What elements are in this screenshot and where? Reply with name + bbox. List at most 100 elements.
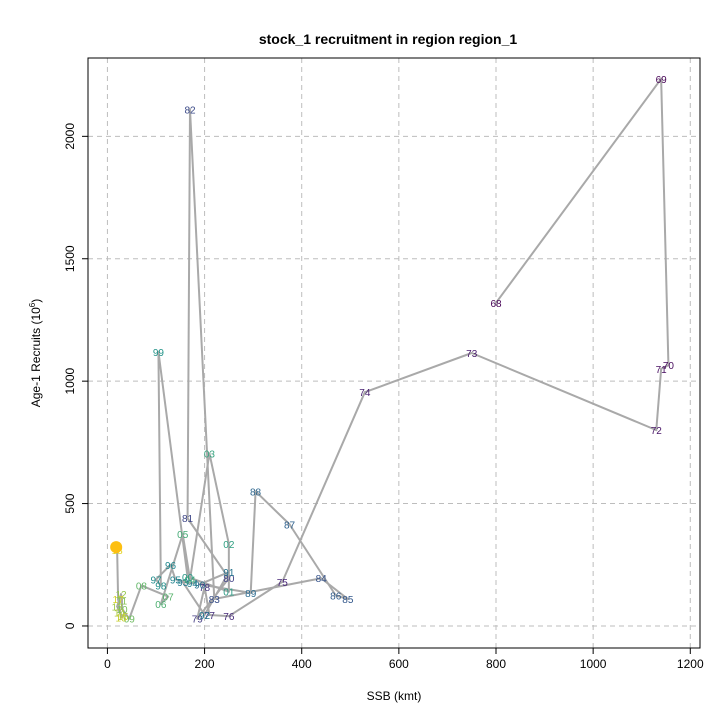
x-tick-label: 400 bbox=[292, 657, 312, 671]
point-label: 89 bbox=[245, 589, 257, 600]
series-segment bbox=[155, 563, 172, 581]
point-label: 68 bbox=[490, 299, 502, 310]
series-segment bbox=[159, 533, 184, 605]
point-label: 94 bbox=[187, 579, 199, 590]
point-label: 86 bbox=[330, 591, 342, 602]
point-label: 84 bbox=[316, 574, 328, 585]
series-path bbox=[116, 77, 670, 620]
series-segment bbox=[117, 598, 123, 619]
series-segment bbox=[140, 584, 170, 598]
x-tick-label: 0 bbox=[104, 657, 111, 671]
series-segment bbox=[128, 584, 143, 620]
series-segment bbox=[203, 585, 211, 616]
point-label: 93 bbox=[177, 578, 189, 589]
point-label: 73 bbox=[466, 349, 478, 360]
y-tick-label: 500 bbox=[63, 493, 77, 513]
y-tick-label: 2000 bbox=[63, 123, 77, 150]
series-segment bbox=[181, 580, 206, 616]
series-segment bbox=[660, 364, 670, 370]
series-segment bbox=[159, 595, 170, 605]
point-label: 17 bbox=[113, 595, 125, 606]
point-label: 03 bbox=[204, 449, 216, 460]
last-point-marker bbox=[110, 541, 123, 554]
x-tick-label: 1000 bbox=[580, 657, 607, 671]
point-label: 69 bbox=[656, 75, 668, 86]
x-tick-label: 1200 bbox=[677, 657, 704, 671]
point-label: 74 bbox=[359, 388, 371, 399]
point-label: 07 bbox=[163, 593, 175, 604]
point-label: 88 bbox=[250, 487, 262, 498]
point-label: 91 bbox=[223, 568, 235, 579]
point-label: 05 bbox=[177, 530, 189, 541]
point-label: 76 bbox=[223, 612, 235, 623]
series-segment bbox=[189, 452, 211, 581]
series-segment bbox=[116, 549, 120, 601]
point-label: 00 bbox=[182, 573, 194, 584]
y-tick-label: 1000 bbox=[63, 367, 77, 394]
point-label: 95 bbox=[170, 575, 182, 586]
series-segment bbox=[157, 350, 162, 587]
point-label: 70 bbox=[663, 361, 675, 372]
point-label: 97 bbox=[150, 575, 162, 586]
y-axis: 0 500 1000 1500 2000 bbox=[63, 123, 89, 629]
point-label: 83 bbox=[209, 595, 221, 606]
series-segment bbox=[655, 367, 663, 432]
series-segment bbox=[189, 108, 216, 601]
y-axis-label-close: ) bbox=[29, 299, 43, 303]
series-segment bbox=[203, 571, 230, 616]
point-label: 09 bbox=[124, 615, 136, 626]
series-segment bbox=[495, 77, 663, 304]
series-segment bbox=[196, 585, 206, 620]
x-axis-label: SSB (kmt) bbox=[367, 689, 422, 703]
series-segment bbox=[174, 578, 194, 585]
point-label: 90 bbox=[194, 580, 206, 591]
point-label: 77 bbox=[204, 611, 216, 622]
series-segment bbox=[186, 108, 191, 520]
point-label: 13 bbox=[112, 602, 124, 613]
series-segment bbox=[213, 577, 323, 601]
series-segment bbox=[363, 352, 473, 394]
series-segment bbox=[198, 583, 252, 594]
series-segment bbox=[208, 452, 230, 545]
point-label: 11 bbox=[117, 596, 128, 607]
point-label: 98 bbox=[155, 582, 167, 593]
point-label: 15 bbox=[117, 612, 129, 623]
series-segment bbox=[320, 577, 349, 601]
series-segment bbox=[288, 523, 337, 597]
x-tick-label: 600 bbox=[389, 657, 409, 671]
series-segment bbox=[470, 352, 658, 432]
series-segment bbox=[181, 533, 191, 581]
series-segment bbox=[254, 490, 291, 526]
series-segment bbox=[186, 576, 230, 593]
point-label: 08 bbox=[136, 582, 148, 593]
series-segment bbox=[249, 490, 257, 594]
point-label: 12 bbox=[115, 590, 127, 601]
point-label: 06 bbox=[155, 600, 167, 611]
point-label: 99 bbox=[153, 348, 165, 359]
point-label: 16 bbox=[115, 613, 127, 624]
y-axis-label-superscript: 6 bbox=[28, 302, 37, 307]
point-label: 92 bbox=[199, 611, 211, 622]
x-tick-label: 800 bbox=[486, 657, 506, 671]
series-segment bbox=[186, 517, 230, 580]
y-tick-label: 0 bbox=[63, 622, 77, 629]
point-label: 01 bbox=[223, 588, 235, 599]
point-label: 96 bbox=[165, 561, 177, 572]
point-label: 71 bbox=[656, 365, 668, 376]
series-segment bbox=[334, 594, 349, 601]
point-label: 72 bbox=[651, 426, 663, 437]
x-axis: 0 200 400 600 800 1000 1200 bbox=[104, 647, 704, 671]
y-axis-label: Age-1 Recruits (106) bbox=[28, 299, 43, 408]
point-label: 10 bbox=[116, 605, 128, 616]
point-label: 85 bbox=[342, 595, 354, 606]
series-segment bbox=[208, 613, 230, 618]
chart-title: stock_1 recruitment in region region_1 bbox=[259, 31, 518, 47]
series-segment bbox=[660, 77, 670, 367]
point-label: 80 bbox=[223, 574, 235, 585]
series-segment bbox=[281, 391, 366, 583]
point-label: 75 bbox=[277, 578, 289, 589]
y-axis-label-main: Age-1 Recruits (10 bbox=[29, 307, 43, 407]
